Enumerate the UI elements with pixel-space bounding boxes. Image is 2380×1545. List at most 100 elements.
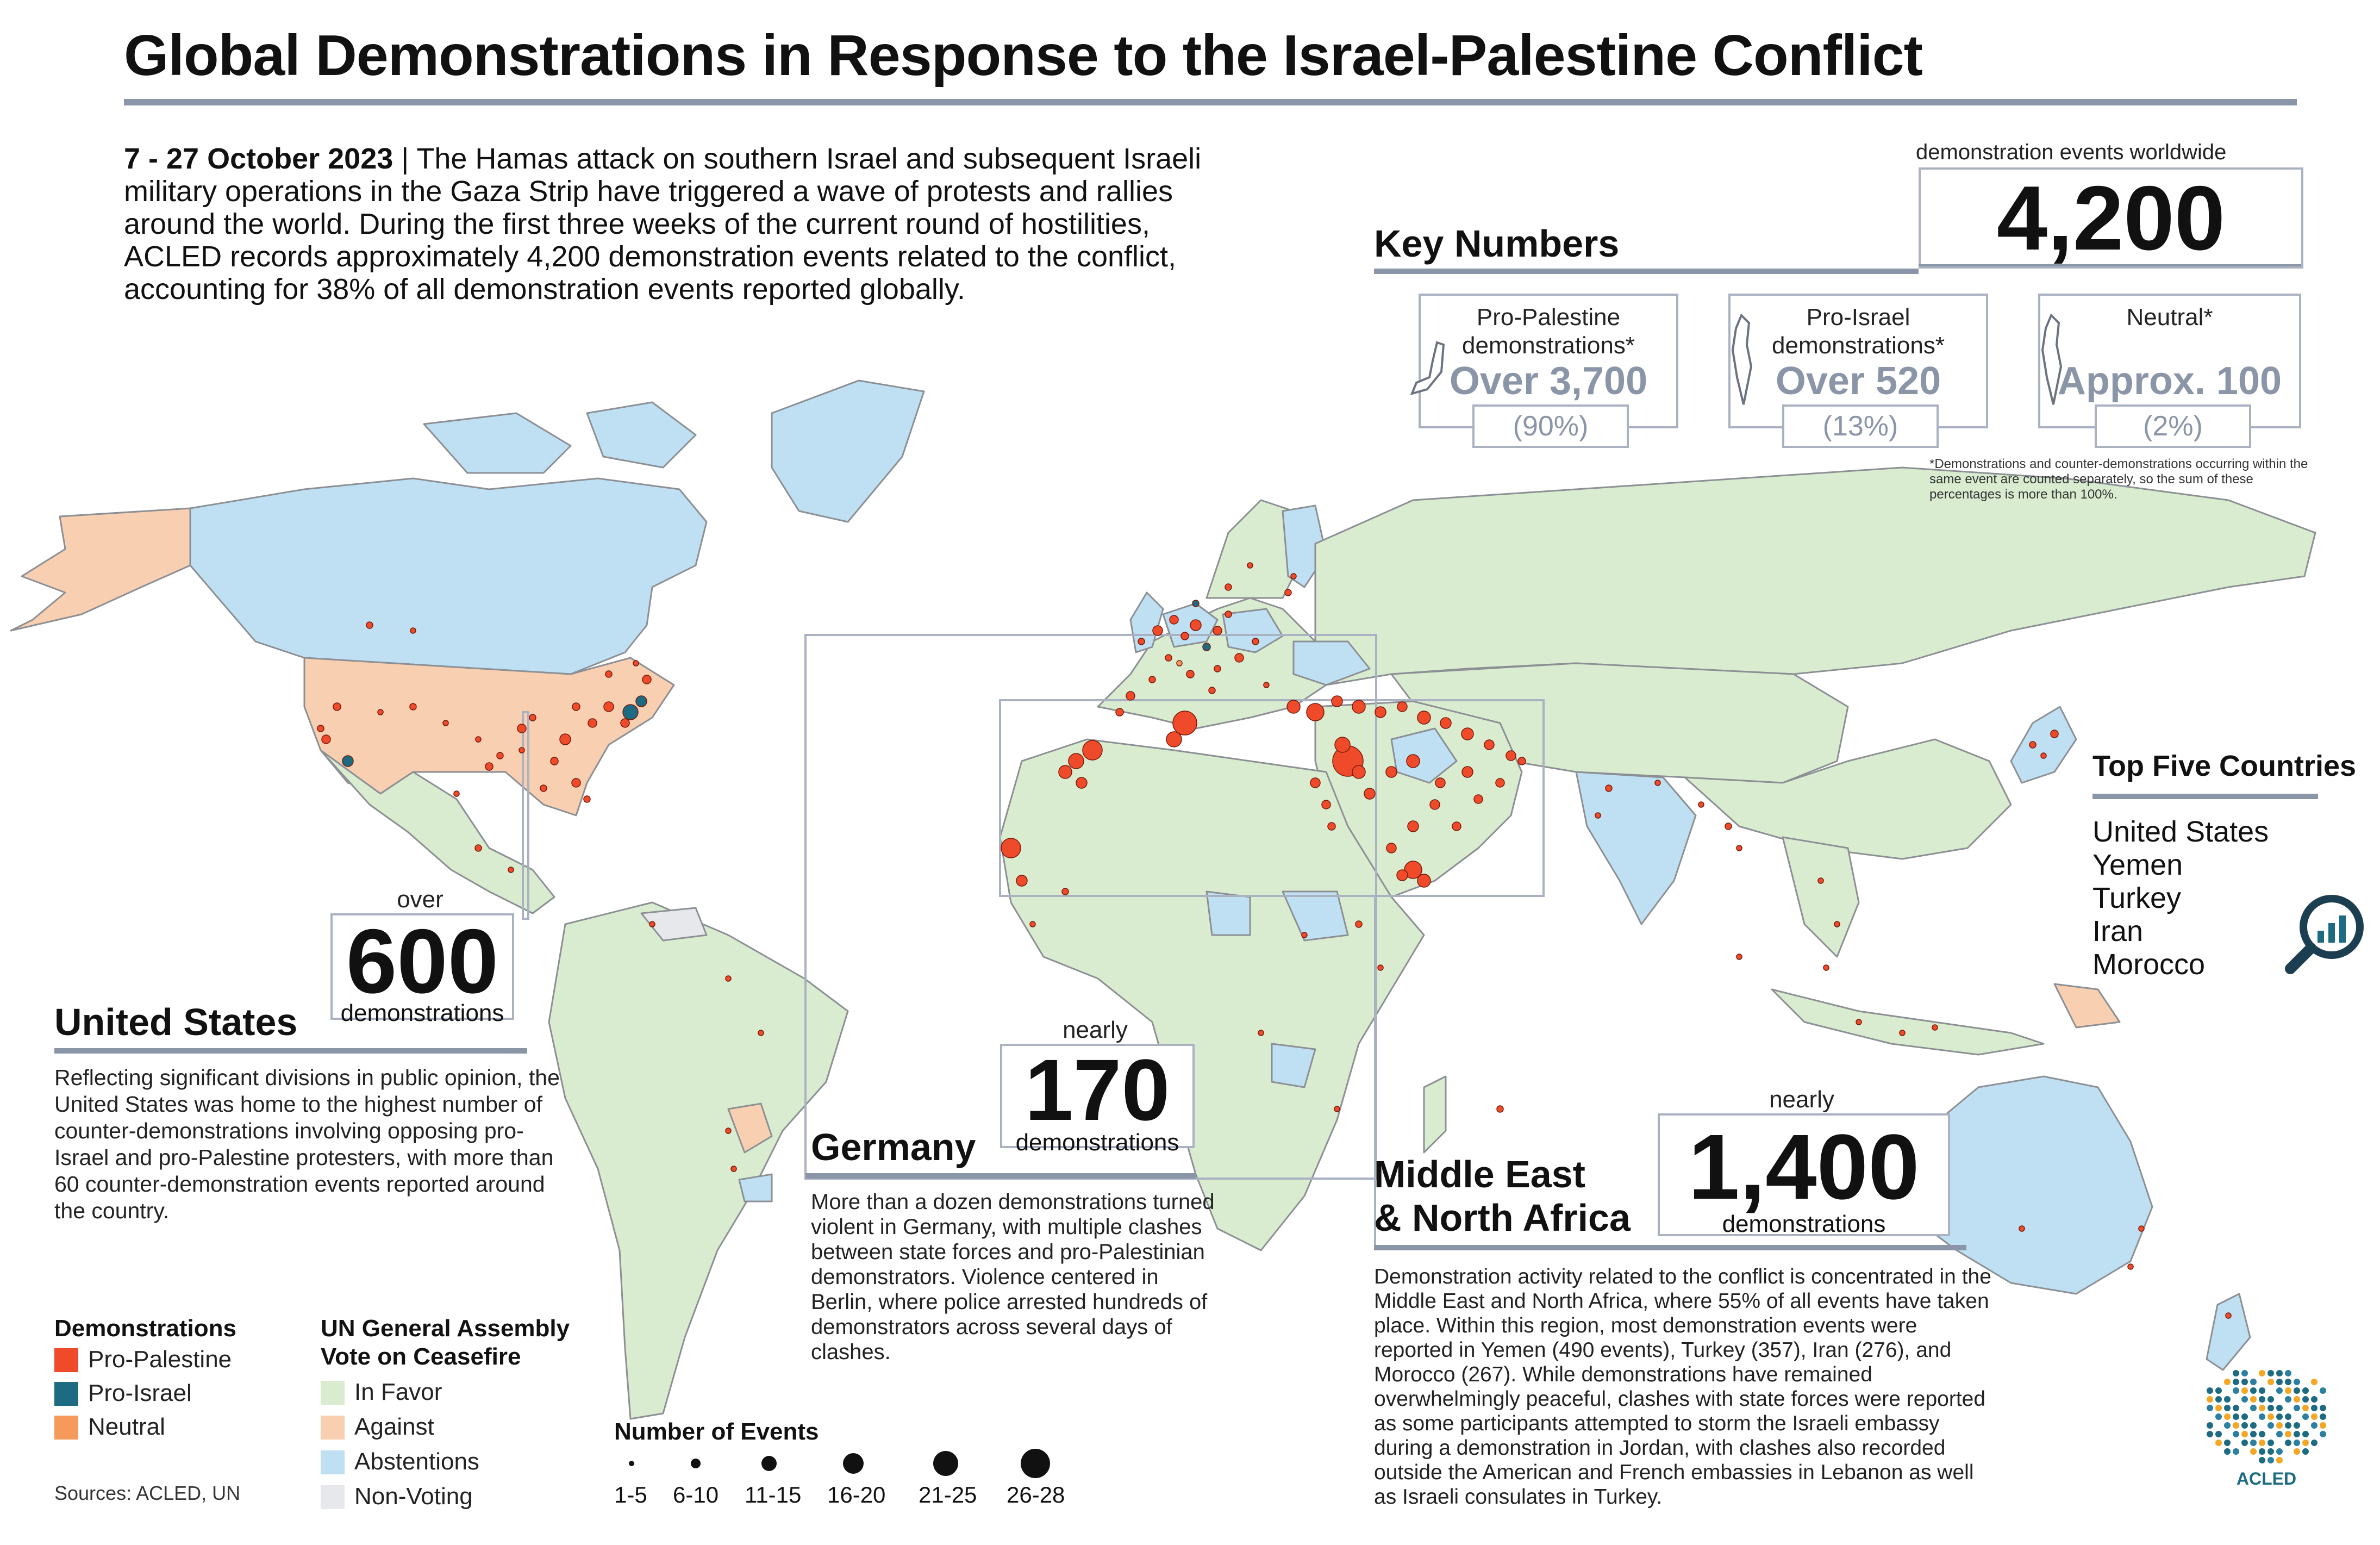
logo-dot [2302, 1405, 2309, 1411]
size-symbol-26-28 [1021, 1449, 1050, 1478]
logo-dot [2259, 1370, 2265, 1376]
demonstration-dot [1334, 1106, 1340, 1112]
demonstration-dot [1429, 799, 1440, 810]
logo-dot [2285, 1387, 2291, 1394]
mena-value: 1,400 [1688, 1116, 1920, 1219]
logo-dot [2241, 1431, 2248, 1437]
gaza-map-icon [1410, 341, 1445, 396]
logo-dot [2294, 1379, 2300, 1385]
demonstration-dot [1058, 765, 1072, 779]
demonstration-dot [620, 718, 630, 728]
logo-dot [2250, 1379, 2257, 1385]
logo-dot [2311, 1396, 2317, 1403]
demonstration-dot [605, 670, 613, 678]
mena-heading: Middle East & North Africa [1374, 1152, 1631, 1239]
demonstration-dot [550, 757, 559, 765]
demonstration-dot [1016, 875, 1028, 887]
logo-dot [2294, 1431, 2300, 1437]
logo-dot [2276, 1422, 2283, 1429]
legend-pro-palestine: Pro-Palestine [88, 1346, 232, 1373]
demonstration-dot [1126, 691, 1135, 701]
demonstration-dot [725, 975, 732, 982]
size-label: 26-28 [1007, 1482, 1065, 1507]
demonstration-dot [1496, 1105, 1504, 1113]
demonstration-dot [1435, 777, 1446, 788]
iraq-region [1390, 727, 1458, 784]
demonstration-dot [1473, 794, 1483, 804]
top-five-item: United States [2092, 815, 2269, 848]
logo-dot [2276, 1379, 2283, 1385]
demonstration-dot [1417, 711, 1431, 725]
demonstration-dot [496, 752, 504, 759]
pro-israel-pct: (13%) [1782, 404, 1939, 448]
demonstration-dot [1290, 573, 1297, 580]
top-five-item: Yemen [2092, 849, 2183, 881]
size-label: 11-15 [745, 1482, 802, 1507]
demonstration-dot [1138, 638, 1145, 645]
neutral-label: Neutral* [2126, 304, 2213, 331]
logo-dot [2302, 1396, 2309, 1403]
logo-dot [2233, 1422, 2239, 1429]
demonstration-dot [559, 733, 571, 745]
demonstration-dot [2029, 741, 2037, 749]
logo-dot [2294, 1396, 2300, 1403]
demonstration-dot [317, 725, 324, 732]
demonstration-dot [622, 704, 639, 720]
demonstration-dot [1186, 670, 1195, 678]
pro-palestine-value: Over 3,700 [1449, 359, 1648, 403]
demonstration-dot [1404, 861, 1422, 879]
demonstration-dot [2127, 1263, 2134, 1270]
demonstration-dot [1856, 1019, 1862, 1025]
logo-dot [2241, 1413, 2248, 1420]
key-numbers-footnote: *Demonstrations and counter-demonstratio… [1929, 457, 2308, 502]
acled-logo-icon [2207, 1370, 2326, 1463]
demonstration-dot [1301, 932, 1308, 938]
demonstration-dot [1234, 653, 1244, 663]
logo-dot [2285, 1396, 2291, 1403]
title-rule [124, 99, 2297, 105]
intro-paragraph: 7 - 27 October 2023 | The Hamas attack o… [124, 142, 1254, 306]
germany-heading: Germany [811, 1126, 976, 1168]
logo-dot [2285, 1440, 2291, 1446]
demonstration-dot [649, 921, 655, 927]
israel-palestine-map-icon [2041, 313, 2063, 405]
size-symbol-11-15 [761, 1456, 777, 1471]
demonstration-dot [342, 755, 354, 767]
logo-dot [2224, 1440, 2231, 1446]
demonstration-dot [1310, 777, 1321, 788]
logo-dot [2215, 1431, 2222, 1437]
demonstration-dot [529, 714, 536, 721]
logo-dot [2276, 1387, 2283, 1394]
legend-demonstrations-heading: Demonstrations [54, 1315, 236, 1342]
neutral-card: Neutral* Approx. 100 (2%) [2038, 294, 2301, 448]
germany-rule [805, 1173, 1196, 1179]
canada-region [189, 477, 708, 675]
demonstration-dot [1386, 843, 1397, 854]
indonesia-region [1771, 988, 2045, 1056]
logo-dot [2285, 1370, 2291, 1376]
legend-un-heading-1: UN General Assembly [321, 1315, 570, 1342]
intro-separator: | [401, 142, 409, 175]
demonstration-dot [1698, 801, 1704, 808]
demonstration-dot [1061, 888, 1069, 895]
demonstration-dot [1352, 700, 1366, 714]
logo-dot [2276, 1431, 2283, 1437]
demonstration-dot [1725, 823, 1732, 830]
logo-dot [2259, 1387, 2265, 1394]
logo-dot [2215, 1387, 2222, 1394]
demonstration-dot [1327, 822, 1336, 831]
us-unit: demonstrations [340, 1000, 504, 1026]
intro-text: The Hamas attack on southern Israel and … [124, 142, 1202, 306]
neutral-value: Approx. 100 [2057, 359, 2282, 403]
logo-dot [2259, 1413, 2265, 1420]
pro-israel-card: Pro-Israel demonstrations* Over 520 (13%… [1728, 294, 1988, 448]
demonstration-dot [485, 762, 494, 771]
logo-dot [2207, 1405, 2213, 1411]
legend-events-heading: Number of Events [614, 1418, 819, 1445]
demonstration-dot [1263, 682, 1270, 688]
demonstration-dot [1247, 562, 1253, 569]
canada-islands [423, 401, 697, 474]
demonstration-dot [1165, 654, 1172, 662]
demonstration-dot [1082, 740, 1103, 761]
